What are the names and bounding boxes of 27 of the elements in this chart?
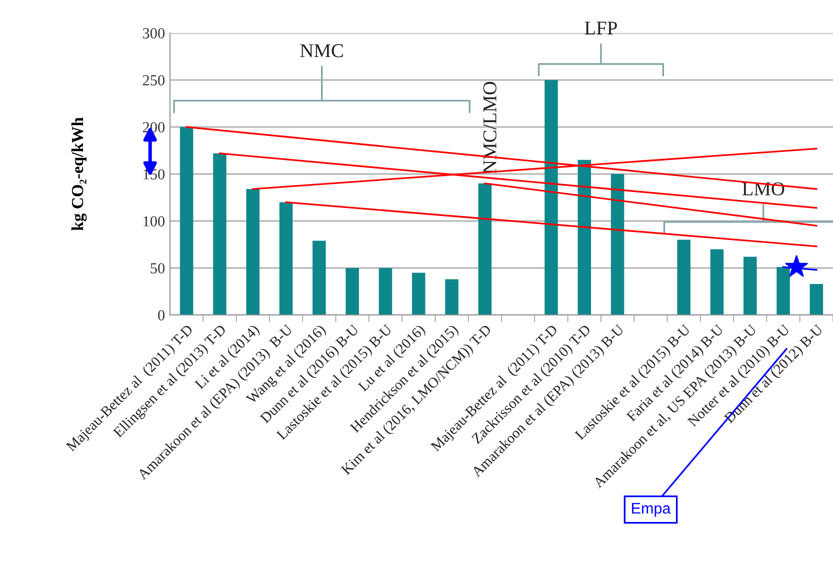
bar (412, 272, 426, 315)
y-tick-label: 300 (142, 28, 165, 38)
y-tick-label: 100 (144, 216, 165, 226)
annotation: NMC (300, 44, 343, 58)
y-tick-label: 0 (158, 310, 165, 320)
bar (710, 249, 724, 315)
bar (478, 183, 492, 315)
text: Empa (632, 503, 671, 517)
bar (743, 256, 757, 315)
bar (578, 160, 592, 315)
y-tick-label: 250 (142, 75, 165, 86)
bar (213, 153, 226, 315)
y-tick-label: 50 (150, 263, 165, 274)
bar (312, 240, 326, 315)
y-axis-title: kg CO₂-eq/kWh (71, 117, 87, 230)
annotation: LFP (584, 22, 617, 34)
bar (776, 267, 790, 315)
bar (180, 127, 194, 315)
bar (445, 279, 458, 315)
bar (246, 189, 260, 315)
bar (346, 268, 359, 315)
bar (378, 268, 392, 315)
bar (677, 240, 690, 315)
bar (279, 202, 293, 315)
bar (610, 174, 624, 315)
bar (810, 284, 824, 315)
bar (544, 80, 558, 315)
